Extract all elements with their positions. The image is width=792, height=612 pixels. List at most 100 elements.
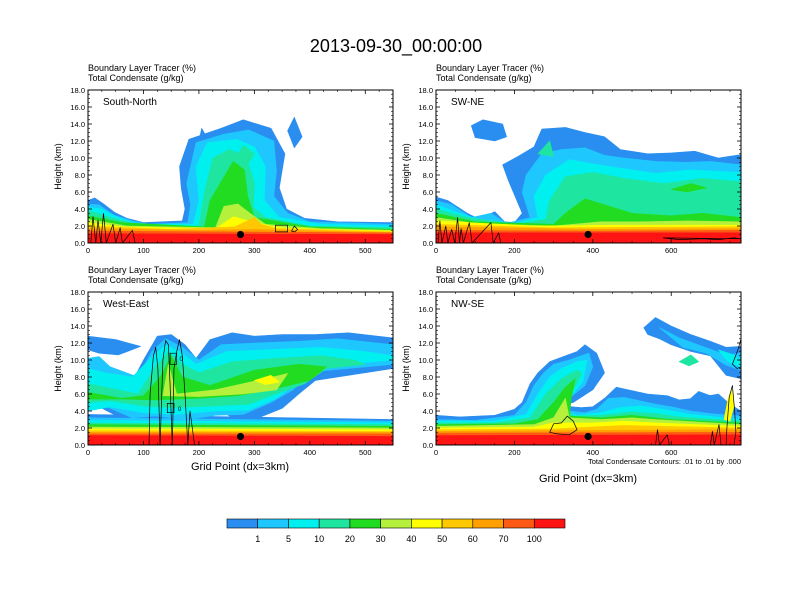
y-tick-label: 4.0: [423, 205, 433, 214]
condensate-contour: [169, 352, 178, 365]
x-tick-label: 0: [86, 246, 90, 255]
tracer-region-level-6: [162, 363, 288, 397]
location-marker: [584, 432, 592, 441]
location-marker: [236, 432, 245, 441]
colorbar-swatch: [503, 518, 535, 529]
panel-header-tracer: Boundary Layer Tracer (%): [436, 63, 544, 73]
panel-direction-label: West-East: [103, 299, 149, 310]
x-tick-label: 100: [137, 246, 150, 255]
y-tick-label: 10.0: [418, 356, 433, 365]
colorbar-label: 50: [437, 534, 447, 544]
tracer-region-level-1: [690, 391, 711, 403]
panel-header-condensate: Total Condensate (g/kg): [88, 275, 184, 285]
y-tick-label: 8.0: [75, 171, 85, 180]
colorbar-label: 60: [468, 534, 478, 544]
y-tick-label: 12.0: [70, 339, 85, 348]
x-tick-label: 200: [508, 246, 521, 255]
y-tick-label: 6.0: [75, 390, 85, 399]
y-tick-label: 16.0: [418, 305, 433, 314]
panel-header-condensate: Total Condensate (g/kg): [436, 275, 532, 285]
y-tick-label: 14.0: [418, 322, 433, 331]
location-marker: [584, 230, 592, 239]
y-tick-label: 2.0: [423, 222, 433, 231]
y-tick-label: 6.0: [423, 188, 433, 197]
y-tick-label: 10.0: [70, 154, 85, 163]
y-tick-label: 16.0: [70, 305, 85, 314]
y-tick-label: 18.0: [418, 86, 433, 95]
contour-footnote: Total Condensate Contours: .01 to .01 by…: [588, 457, 741, 466]
panel-sw-ne: 0.0 2.0 4.0 6.0 8.0 10.0 12.0 14.0 16.0 18.0 0 200 4…: [401, 63, 742, 255]
colorbar-swatch: [411, 518, 443, 529]
panel-direction-label: SW-NE: [451, 97, 484, 108]
panel-header-tracer: Boundary Layer Tracer (%): [436, 265, 544, 275]
colorbar: 1 5 10 20 30 40 50 60 70 100: [226, 518, 566, 544]
x-tick-label: 400: [304, 448, 317, 457]
colorbar-swatch: [226, 518, 259, 529]
colorbar-swatch: [257, 518, 289, 529]
condensate-contour: [725, 385, 737, 445]
tracer-region-level-5: [88, 161, 393, 243]
colorbar-swatch: [349, 518, 381, 529]
x-tick-label: 600: [665, 246, 678, 255]
tracer-region-level-4: [537, 140, 554, 157]
contour-label: 0: [179, 357, 183, 363]
figure-title: 2013-09-30_00:00:00: [310, 36, 482, 57]
condensate-contour: [166, 403, 175, 414]
y-axis-label: Height (km): [53, 143, 63, 190]
y-tick-label: 18.0: [70, 288, 85, 297]
tracer-region-level-2: [659, 327, 741, 371]
colorbar-label: 100: [527, 534, 542, 544]
y-tick-label: 14.0: [70, 322, 85, 331]
location-marker: [236, 230, 245, 239]
colorbar-swatch: [533, 518, 566, 529]
colorbar-label: 40: [406, 534, 416, 544]
condensate-contour: [171, 339, 189, 445]
tracer-region-level-4: [678, 354, 700, 367]
y-tick-label: 0.0: [423, 441, 433, 450]
y-tick-label: 8.0: [75, 373, 85, 382]
colorbar-swatch: [380, 518, 412, 529]
condensate-contour: [437, 217, 502, 243]
tracer-region-level-1: [88, 335, 141, 356]
y-tick-label: 2.0: [423, 424, 433, 433]
tracer-region-level-1: [287, 116, 303, 149]
condensate-contour: [710, 424, 722, 445]
y-tick-label: 4.0: [423, 407, 433, 416]
panel-header-condensate: Total Condensate (g/kg): [88, 73, 184, 83]
colorbar-swatch: [318, 518, 351, 529]
condensate-contour: [663, 237, 741, 240]
colorbar-label: 5: [286, 534, 291, 544]
x-tick-label: 200: [193, 448, 206, 457]
x-tick-label: 100: [137, 448, 150, 457]
panel-header-tracer: Boundary Layer Tracer (%): [88, 265, 196, 275]
colorbar-label: 1: [255, 534, 260, 544]
x-axis-label-left: Grid Point (dx=3km): [191, 461, 289, 473]
tracer-region-level-3: [717, 349, 741, 368]
colorbar-swatch: [441, 518, 474, 529]
condensate-contour: [275, 224, 288, 233]
condensate-contour: [732, 338, 741, 369]
y-tick-label: 10.0: [418, 154, 433, 163]
y-tick-label: 18.0: [70, 86, 85, 95]
panel-west-east: 000.02.04.06.08.010.012.014.016.018.00 10…: [53, 265, 394, 457]
y-tick-label: 18.0: [418, 288, 433, 297]
colorbar-label: 70: [499, 534, 509, 544]
condensate-contour: [549, 415, 578, 436]
x-tick-label: 300: [248, 246, 261, 255]
panel-south-north: 0.0 2.0 4.0 6.0 8.0 10.0 12.0 14.0 16.0 18.0 0 100 2…: [53, 63, 394, 255]
y-tick-label: 0.0: [75, 441, 85, 450]
x-tick-label: 0: [86, 448, 90, 457]
tracer-region-level-7: [254, 374, 280, 385]
y-tick-label: 16.0: [70, 103, 85, 112]
y-axis-label: Height (km): [53, 345, 63, 392]
panel-direction-label: NW-SE: [451, 299, 484, 310]
colorbar-label: 30: [376, 534, 386, 544]
condensate-contour: [187, 410, 195, 445]
x-tick-label: 600: [665, 448, 678, 457]
tracer-region-level-11: [88, 233, 393, 243]
condensate-contour: [655, 429, 670, 445]
y-tick-label: 0.0: [75, 239, 85, 248]
y-tick-label: 12.0: [418, 339, 433, 348]
y-tick-label: 10.0: [70, 356, 85, 365]
colorbar-swatch: [472, 518, 504, 529]
